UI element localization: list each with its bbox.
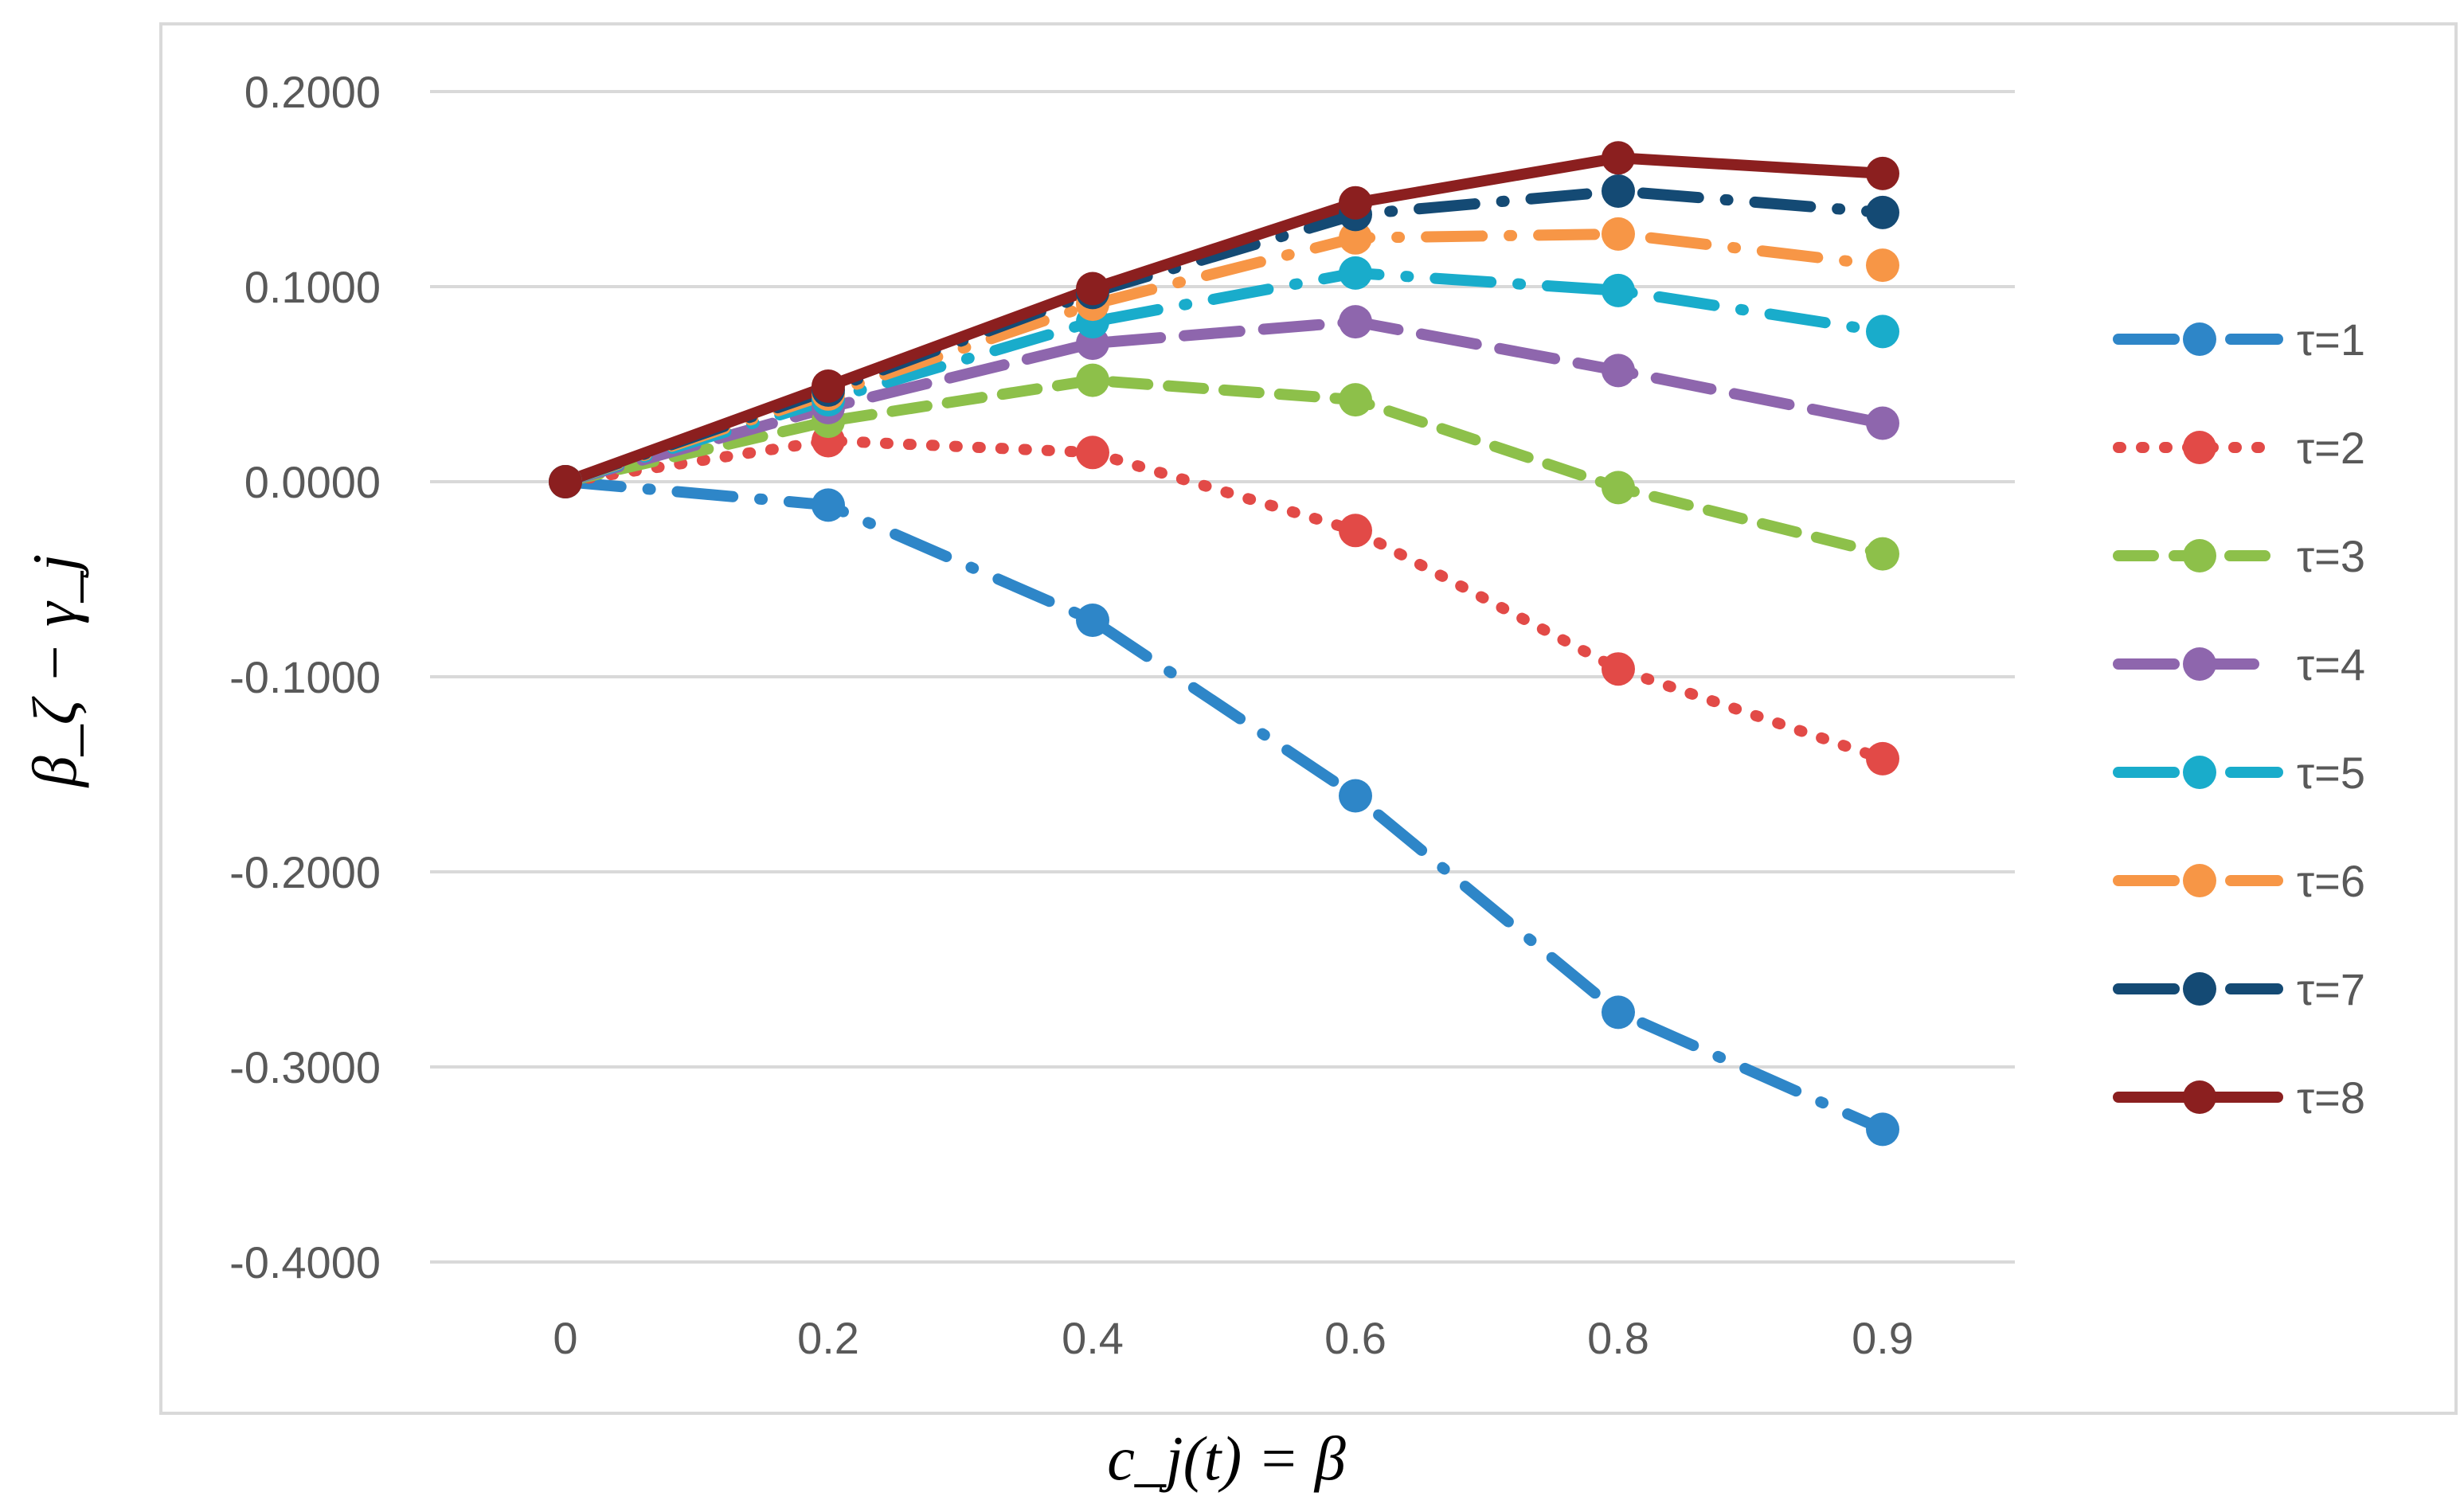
series-line	[560, 476, 1888, 1135]
y-tick-label: 0.1000	[244, 262, 381, 312]
data-point	[1339, 779, 1372, 813]
data-point	[1866, 248, 1899, 283]
series-line	[560, 374, 1888, 560]
data-point	[1602, 471, 1635, 505]
data-point	[1866, 741, 1899, 776]
data-point	[1339, 305, 1372, 339]
data-point	[1339, 256, 1372, 290]
data-point	[1602, 174, 1635, 208]
data-point	[1866, 156, 1899, 190]
legend-label: τ=6	[2297, 856, 2365, 906]
y-tick-label: 0.0000	[244, 457, 381, 507]
data-point	[1866, 1112, 1899, 1147]
data-point	[1866, 315, 1899, 349]
data-point	[1866, 195, 1899, 229]
x-tick-label: 0.8	[1587, 1313, 1649, 1363]
legend: τ=1 τ=2 τ=3 τ=4 τ=5 τ=6 τ=7 τ=8	[2113, 315, 2365, 1123]
data-point	[1076, 604, 1109, 637]
data-point	[1339, 221, 1372, 255]
x-tick-label: 0.4	[1062, 1313, 1124, 1363]
legend-label: τ=3	[2297, 531, 2365, 581]
legend-swatch-marker	[2183, 539, 2216, 572]
data-point	[1602, 273, 1635, 307]
data-point	[1076, 272, 1109, 306]
data-point	[812, 488, 845, 522]
legend-label: τ=7	[2297, 964, 2365, 1014]
legend-label: τ=2	[2297, 423, 2365, 473]
series-line	[560, 152, 1888, 487]
legend-swatch-marker	[2183, 647, 2216, 681]
legend-label: τ=4	[2297, 639, 2365, 690]
y-axis-ticks: 0.2000 0.1000 0.0000 -0.1000 -0.2000 -0.3000 -…	[229, 67, 381, 1287]
x-tick-label: 0.2	[797, 1313, 859, 1363]
series-line	[560, 435, 1888, 764]
data-point	[1866, 406, 1899, 440]
data-point	[1339, 514, 1372, 548]
data-point	[1076, 363, 1109, 397]
legend-swatch-marker	[2183, 756, 2216, 789]
series-line	[560, 316, 1888, 487]
x-axis-ticks: 0 0.2 0.4 0.6 0.8 0.9	[553, 1313, 1914, 1363]
data-point	[1602, 995, 1635, 1029]
data-point	[1339, 383, 1372, 417]
x-tick-label: 0.6	[1324, 1313, 1386, 1363]
y-tick-label: -0.4000	[229, 1237, 381, 1287]
x-tick-label: 0.9	[1852, 1313, 1914, 1363]
data-point	[1602, 354, 1635, 388]
legend-swatch-marker	[2183, 972, 2216, 1006]
legend-label: τ=8	[2297, 1072, 2365, 1123]
legend-swatch-marker	[2183, 322, 2216, 356]
y-tick-label: -0.1000	[229, 652, 381, 702]
data-point	[549, 465, 582, 498]
data-point	[1602, 217, 1635, 251]
x-axis-title: c_j(t) = β	[1107, 1424, 1346, 1493]
y-tick-label: 0.2000	[244, 67, 381, 117]
y-tick-label: -0.2000	[229, 847, 381, 897]
legend-swatch-marker	[2183, 1080, 2216, 1114]
legend-swatch-marker	[2183, 864, 2216, 897]
data-point	[1076, 436, 1109, 470]
y-axis-title: β_ζ − γ_j	[20, 554, 89, 788]
y-tick-label: -0.3000	[229, 1042, 381, 1092]
legend-swatch-marker	[2183, 431, 2216, 464]
data-point	[812, 369, 845, 403]
data-point	[1866, 537, 1899, 571]
legend-label: τ=1	[2297, 315, 2365, 365]
data-point	[1339, 186, 1372, 220]
x-tick-label: 0	[553, 1313, 577, 1363]
series-markers	[549, 141, 1899, 1147]
data-point	[1602, 652, 1635, 686]
legend-label: τ=5	[2297, 748, 2365, 798]
chart-area-border	[159, 22, 2458, 1415]
data-point	[1602, 141, 1635, 175]
series-lines	[560, 152, 1888, 1135]
